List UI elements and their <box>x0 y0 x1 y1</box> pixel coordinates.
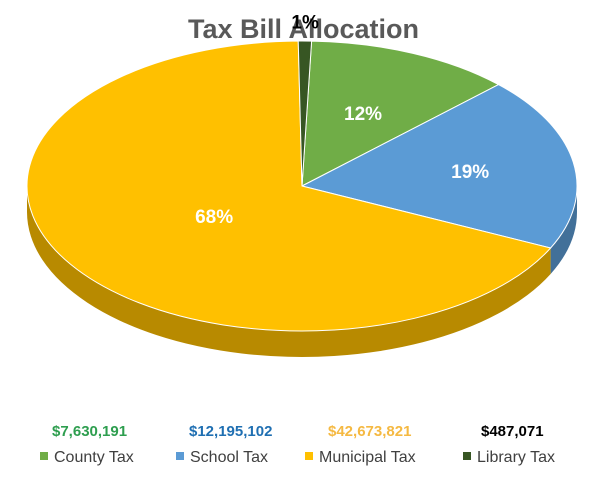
legend-swatch-municipal <box>305 451 313 460</box>
pie-slice-school <box>300 84 578 249</box>
legend-entry-county: County Tax <box>40 449 134 467</box>
legend-swatch-library <box>463 451 471 460</box>
pie-slice-county <box>301 40 500 187</box>
legend-label-school: School Tax <box>190 449 268 466</box>
legend-swatch-school <box>176 451 184 460</box>
legend-label-municipal: Municipal Tax <box>319 449 416 466</box>
data-label-county: 12% <box>344 104 382 125</box>
legend-amount-county: $7,630,191 <box>52 423 128 440</box>
legend-amount-municipal: $42,673,821 <box>328 423 412 440</box>
legend-amount-library: $487,071 <box>481 423 544 440</box>
legend-entry-library: Library Tax <box>463 449 555 467</box>
pie-slice-library <box>297 40 313 187</box>
data-label-school: 19% <box>451 162 489 183</box>
chart-title: Tax Bill Allocation <box>187 14 420 44</box>
pie-side-municipal <box>27 186 551 358</box>
data-label-municipal: 68% <box>195 207 233 228</box>
legend-amount-school: $12,195,102 <box>189 423 273 440</box>
pie-slice-municipal <box>26 40 552 332</box>
legend-label-county: County Tax <box>54 449 134 466</box>
pie-side-school <box>550 186 577 274</box>
legend-label-library: Library Tax <box>477 449 555 466</box>
legend-swatch-county <box>40 451 48 460</box>
legend: $7,630,191 County Tax $12,195,102 School… <box>0 423 607 478</box>
data-label-library: 1% <box>291 12 319 33</box>
legend-entry-school: School Tax <box>176 449 268 467</box>
legend-entry-municipal: Municipal Tax <box>305 449 416 467</box>
